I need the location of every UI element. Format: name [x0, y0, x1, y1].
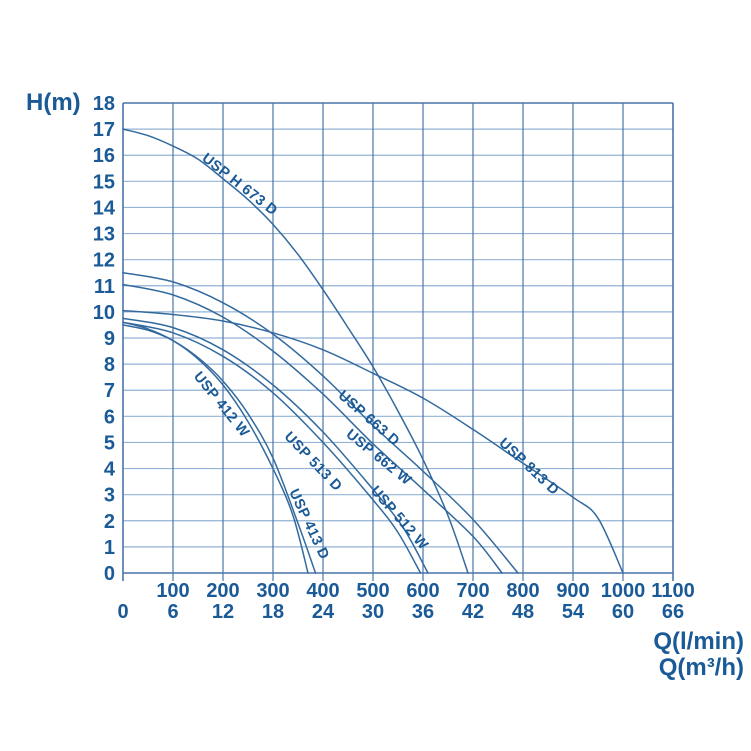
x-axis-tick-label-m3h: 12 — [212, 601, 234, 623]
y-axis-tick-label: 11 — [94, 276, 115, 298]
y-axis-tick-label: 10 — [93, 302, 115, 324]
x-axis-tick-label-lmin: 600 — [406, 580, 439, 602]
y-axis-tick-label: 14 — [93, 197, 116, 219]
y-axis-tick-label: 0 — [104, 563, 115, 585]
x-axis-title-m3h: Q(m³/h) — [658, 654, 744, 681]
x-axis-tick-label-m3h: 48 — [512, 601, 534, 623]
y-axis-title: H(m) — [26, 89, 81, 116]
x-axis-tick-label-lmin: 500 — [356, 580, 389, 602]
y-axis-tick-label: 8 — [104, 354, 115, 376]
y-axis-tick-label: 6 — [104, 406, 115, 428]
y-axis-tick-label: 16 — [93, 145, 115, 167]
x-axis-tick-label-m3h: 24 — [312, 601, 335, 623]
pump-curve — [122, 283, 503, 574]
y-axis-tick-label: 9 — [104, 328, 115, 350]
y-axis-tick-label: 17 — [93, 119, 115, 141]
x-axis-tick-label-m3h: 54 — [562, 601, 585, 623]
x-axis-tick-label-m3h: 30 — [362, 601, 384, 623]
curve-label: USP H 673 D — [199, 150, 281, 219]
y-axis-tick-label: 13 — [93, 224, 115, 246]
curve-label: USP 813 D — [496, 435, 562, 498]
pump-curve — [122, 128, 469, 574]
x-axis-tick-label-lmin: 700 — [456, 580, 489, 602]
pump-curve — [122, 317, 429, 574]
y-axis-tick-label: 1 — [104, 537, 115, 559]
x-axis-tick-label-m3h: 0 — [117, 601, 128, 623]
x-axis-tick-label-lmin: 800 — [506, 580, 539, 602]
y-axis-tick-label: 18 — [93, 93, 115, 115]
x-axis-tick-label-lmin: 300 — [256, 580, 289, 602]
pump-curve — [122, 324, 317, 574]
x-axis-title-lmin: Q(l/min) — [653, 628, 744, 655]
y-axis-tick-label: 5 — [104, 432, 115, 454]
y-axis-tick-label: 4 — [104, 459, 116, 481]
curve-label: USP 413 D — [285, 487, 332, 563]
curve-label: USP 512 W — [367, 483, 431, 553]
y-axis-tick-label: 7 — [104, 380, 115, 402]
x-axis-tick-label-m3h: 60 — [612, 601, 634, 623]
x-axis-tick-label-lmin: 900 — [556, 580, 589, 602]
y-axis-tick-label: 12 — [93, 250, 115, 272]
x-axis-tick-label-m3h: 6 — [167, 601, 178, 623]
x-axis-tick-label-lmin: 400 — [306, 580, 339, 602]
y-axis-tick-label: 15 — [93, 171, 115, 193]
y-axis-tick-label: 3 — [104, 485, 115, 507]
y-axis-tick-label: 2 — [104, 511, 115, 533]
pump-curve — [122, 321, 309, 574]
x-axis-tick-label-m3h: 18 — [262, 601, 284, 623]
curve-label: USP 513 D — [281, 429, 345, 495]
x-axis-tick-label-m3h: 42 — [462, 601, 484, 623]
x-axis-tick-label-m3h: 66 — [662, 601, 684, 623]
x-axis-tick-label-m3h: 36 — [412, 601, 434, 623]
pump-curve — [122, 309, 624, 574]
x-axis-tick-label-lmin: 200 — [206, 580, 239, 602]
pump-curve — [122, 271, 519, 574]
pump-curve — [122, 321, 422, 574]
x-axis-tick-label-lmin: 1100 — [651, 580, 694, 602]
x-axis-tick-label-lmin: 1000 — [601, 580, 646, 602]
x-axis-tick-label-lmin: 100 — [156, 580, 189, 602]
